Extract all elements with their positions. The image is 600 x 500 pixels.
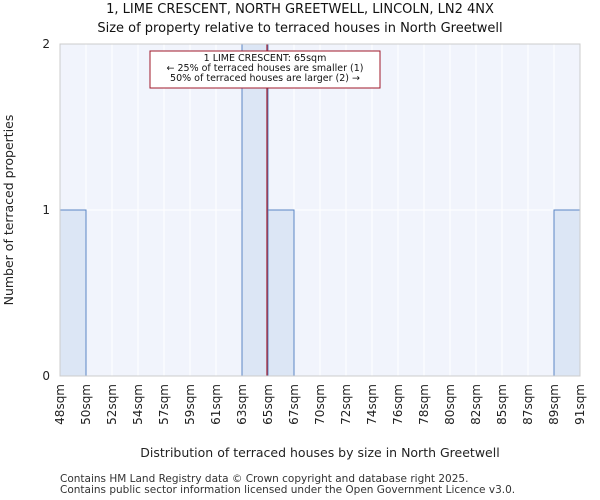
annotation-line-1: 1 LIME CRESCENT: 65sqm [204,53,327,64]
x-tick-label: 65sqm [261,384,275,425]
chart-subtitle: Size of property relative to terraced ho… [97,21,503,36]
x-tick-label: 78sqm [417,384,431,425]
bar-63sqm [241,43,269,377]
x-axis-label: Distribution of terraced houses by size … [140,445,499,460]
x-tick-label: 91sqm [573,384,587,425]
x-tick-label: 70sqm [313,384,327,425]
x-tick-label: 87sqm [521,384,535,425]
y-axis-label: Number of terraced properties [1,115,16,306]
x-tick-label: 89sqm [547,384,561,425]
y-tick-labels: 0 1 2 [42,37,50,383]
annotation-line-3: 50% of terraced houses are larger (2) → [170,73,360,84]
y-tick-label: 1 [42,203,50,217]
x-tick-label: 72sqm [339,384,353,425]
x-tick-label: 50sqm [79,384,93,425]
bar-65sqm [267,209,295,377]
x-tick-label: 61sqm [209,384,223,425]
annotation-box: 1 LIME CRESCENT: 65sqm ← 25% of terraced… [149,50,381,89]
bar-48sqm [59,209,87,377]
x-tick-label: 57sqm [157,384,171,425]
x-tick-label: 54sqm [131,384,145,425]
x-tick-label: 74sqm [365,384,379,425]
footer-line-2: Contains public sector information licen… [60,484,516,496]
annotation-frame [149,50,381,89]
bar-89sqm [553,209,581,377]
footer-line-1: Contains HM Land Registry data © Crown c… [60,473,469,485]
grid-lines [59,43,581,377]
plot-frame [59,43,581,377]
x-tick-label: 59sqm [183,384,197,425]
x-tick-label: 82sqm [469,384,483,425]
annotation-line-2: ← 25% of terraced houses are smaller (1) [167,63,364,74]
chart-title: 1, LIME CRESCENT, NORTH GREETWELL, LINCO… [106,2,494,17]
x-tick-labels: 48sqm 50sqm 52sqm 54sqm 57sqm 59sqm 61sqm 63sqm… [53,384,587,425]
x-tick-label: 76sqm [391,384,405,425]
x-tick-label: 48sqm [53,384,67,425]
x-tick-label: 52sqm [105,384,119,425]
x-tick-label: 85sqm [495,384,509,425]
y-tick-label: 2 [42,37,50,51]
x-tick-label: 80sqm [443,384,457,425]
x-tick-label: 67sqm [287,384,301,425]
x-tick-label: 63sqm [235,384,249,425]
y-tick-label: 0 [42,369,50,383]
